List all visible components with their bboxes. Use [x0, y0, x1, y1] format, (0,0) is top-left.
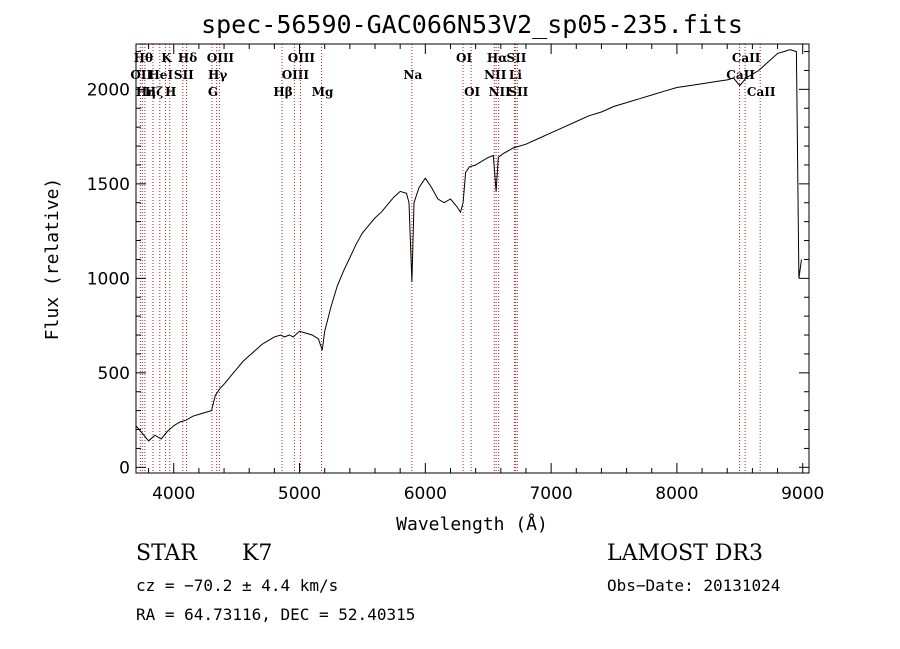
y-tick-label: 1500 — [87, 175, 130, 195]
redshift-readout: cz = −70.2 ± 4.4 km/s — [136, 576, 338, 595]
spectral-subclass: K7 — [242, 541, 272, 566]
survey-name: LAMOST DR3 — [607, 541, 763, 566]
line-marker-label: K — [161, 51, 172, 65]
line-marker-label: CaII — [732, 51, 761, 65]
line-marker-label: Hθ — [134, 51, 153, 65]
x-axis-label: Wavelength (Å) — [396, 513, 548, 535]
line-marker-label: Hβ — [273, 85, 292, 99]
line-marker-label: NII — [489, 85, 512, 99]
plot-frame — [135, 43, 810, 474]
line-marker-label: CaII — [747, 85, 776, 99]
coordinates-readout: RA = 64.73116, DEC = 52.40315 — [136, 605, 415, 624]
line-marker-label: Hγ — [208, 68, 227, 82]
x-tick-label: 5000 — [278, 484, 321, 504]
observation-date: Obs−Date: 20131024 — [607, 576, 780, 595]
line-marker-label: OI — [456, 51, 472, 65]
line-marker-label: Hζ — [145, 85, 163, 99]
x-tick-label: 4000 — [152, 484, 195, 504]
axis-ticks: 4000 5000 6000 7000 8000 9000 0 500 1000 1500 2000 — [87, 44, 824, 504]
line-marker-label: H — [165, 85, 176, 99]
line-marker-label: NII — [484, 68, 507, 82]
y-tick-label: 2000 — [87, 80, 130, 100]
spectrum-series-line — [135, 49, 802, 442]
line-marker-label: Mg — [312, 85, 334, 99]
line-marker-label: SII — [506, 51, 526, 65]
line-marker-label: OIII — [288, 51, 316, 65]
line-marker-label: Hδ — [178, 51, 197, 65]
line-marker-label: OIII — [282, 68, 310, 82]
y-axis-label: Flux (relative) — [42, 178, 63, 341]
line-marker-label: SII — [508, 85, 528, 99]
x-tick-label: 6000 — [404, 484, 447, 504]
line-marker-label: G — [208, 85, 218, 99]
object-class: STAR — [136, 541, 198, 566]
y-tick-label: 1000 — [87, 269, 130, 289]
line-marker-label: HeI — [148, 68, 173, 82]
line-marker-label: Hη — [136, 85, 156, 99]
line-marker-label: Na — [403, 68, 422, 82]
line-marker-label: OI — [464, 85, 480, 99]
y-tick-label: 500 — [98, 364, 130, 384]
chart-title: spec-56590-GAC066N53V2_sp05-235.fits — [201, 10, 743, 39]
x-tick-label: 9000 — [781, 484, 824, 504]
line-marker-label: OIII — [207, 51, 235, 65]
y-tick-label: 0 — [119, 458, 130, 478]
x-tick-label: 7000 — [529, 484, 572, 504]
line-marker-label: Hα — [487, 51, 508, 65]
line-marker-layer: HθOIIHηHζHeIKHSIIHδGHγOIIIHβOIIIOIIIMgNa… — [130, 44, 776, 473]
x-tick-label: 8000 — [655, 484, 698, 504]
line-marker-label: SII — [174, 68, 194, 82]
